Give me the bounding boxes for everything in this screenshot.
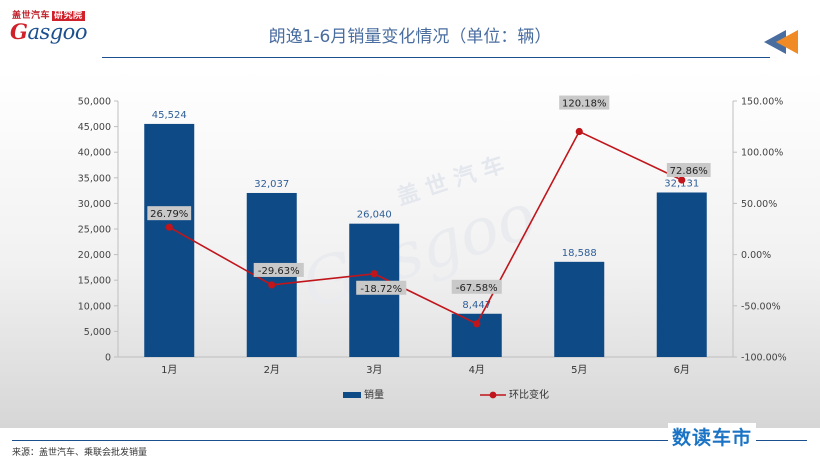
logo-badge: 研究院 xyxy=(52,11,85,21)
y-left-tick-label: 20,000 xyxy=(78,250,111,261)
y-right-tick-label: 100.00% xyxy=(741,148,783,159)
line-label-box xyxy=(451,279,502,294)
y-left-tick-label: 40,000 xyxy=(78,148,111,159)
line-point xyxy=(575,127,583,136)
bar-data-label: 32,037 xyxy=(254,179,289,190)
header: 盖世汽车 研究院 Gasgoo 朗逸1-6月销量变化情况（单位：辆） xyxy=(0,0,820,62)
line-data-label: -29.63% xyxy=(258,266,300,277)
line-data-label: -18.72% xyxy=(360,284,402,295)
line-point xyxy=(678,176,686,184)
line-label-box xyxy=(147,206,192,221)
y-right-tick-label: 50.00% xyxy=(741,199,777,210)
bar xyxy=(144,123,195,358)
x-tick-label: 6月 xyxy=(674,364,690,376)
bar xyxy=(554,261,605,357)
logo-rest: asgoo xyxy=(27,20,87,44)
line-label-box xyxy=(559,95,610,110)
line-label-box xyxy=(666,162,711,177)
y-left-tick-label: 25,000 xyxy=(78,225,111,236)
combo-chart: 盖 世 汽 车Gasgoo05,00010,00015,00020,00025,… xyxy=(78,95,787,401)
x-tick-label: 2月 xyxy=(264,364,280,376)
y-left-tick-label: 15,000 xyxy=(78,276,111,287)
line-point xyxy=(268,281,276,289)
y-left-tick-label: 50,000 xyxy=(78,97,111,108)
bar-data-label: 18,588 xyxy=(562,248,597,259)
logo-top-text: 盖世汽车 xyxy=(12,11,51,21)
gasgoo-logo: 盖世汽车 研究院 Gasgoo xyxy=(10,8,92,48)
line-data-label: 120.18% xyxy=(562,99,607,110)
line-label-box xyxy=(253,262,304,277)
line-point xyxy=(370,270,378,278)
y-left-tick-label: 0 xyxy=(105,353,111,364)
y-left-tick-label: 5,000 xyxy=(84,327,111,338)
line-data-label: 26.79% xyxy=(150,209,188,220)
bar-data-label: 32,131 xyxy=(664,178,699,189)
line-point xyxy=(165,223,173,231)
bar-data-label: 26,040 xyxy=(357,210,392,221)
legend-label-mom: 环比变化 xyxy=(509,388,549,401)
y-left-tick-label: 30,000 xyxy=(78,199,111,210)
legend-marker-mom xyxy=(489,391,497,399)
line-data-label: 72.86% xyxy=(670,166,708,177)
line-data-label: -67.58% xyxy=(456,283,498,294)
header-divider xyxy=(102,57,770,58)
page-title: 朗逸1-6月销量变化情况（单位：辆） xyxy=(268,27,552,47)
legend-label-sales: 销量 xyxy=(364,388,384,401)
footer-divider xyxy=(12,440,807,441)
line-point xyxy=(473,320,481,328)
y-right-tick-label: -50.00% xyxy=(741,301,781,312)
y-left-tick-label: 35,000 xyxy=(78,173,111,184)
x-tick-label: 1月 xyxy=(161,364,177,376)
y-right-tick-label: 150.00% xyxy=(741,97,783,108)
x-tick-label: 4月 xyxy=(469,364,485,376)
line-label-box xyxy=(356,280,407,295)
x-tick-label: 3月 xyxy=(366,364,382,376)
logo-g: G xyxy=(10,19,28,44)
y-left-tick-label: 45,000 xyxy=(78,122,111,133)
chart-area: 盖 世 汽 车 Gasgoo 0 5,000 10,000 15,000 20,000 25,… xyxy=(0,70,820,428)
brand-logo: 数读车市 xyxy=(668,423,757,450)
bar xyxy=(656,192,707,357)
y-right-tick-label: 0.00% xyxy=(741,250,771,261)
legend-swatch-sales xyxy=(343,392,361,398)
bar-data-label: 8,447 xyxy=(462,300,491,311)
y-right-tick-label: -100.00% xyxy=(741,353,787,364)
y-left-tick-label: 10,000 xyxy=(78,301,111,312)
x-tick-label: 5月 xyxy=(571,364,587,376)
bar-data-label: 45,524 xyxy=(152,110,187,121)
source-note: 来源：盖世汽车、乘联会批发销量 xyxy=(12,448,148,458)
back-arrow-icon xyxy=(764,30,798,54)
